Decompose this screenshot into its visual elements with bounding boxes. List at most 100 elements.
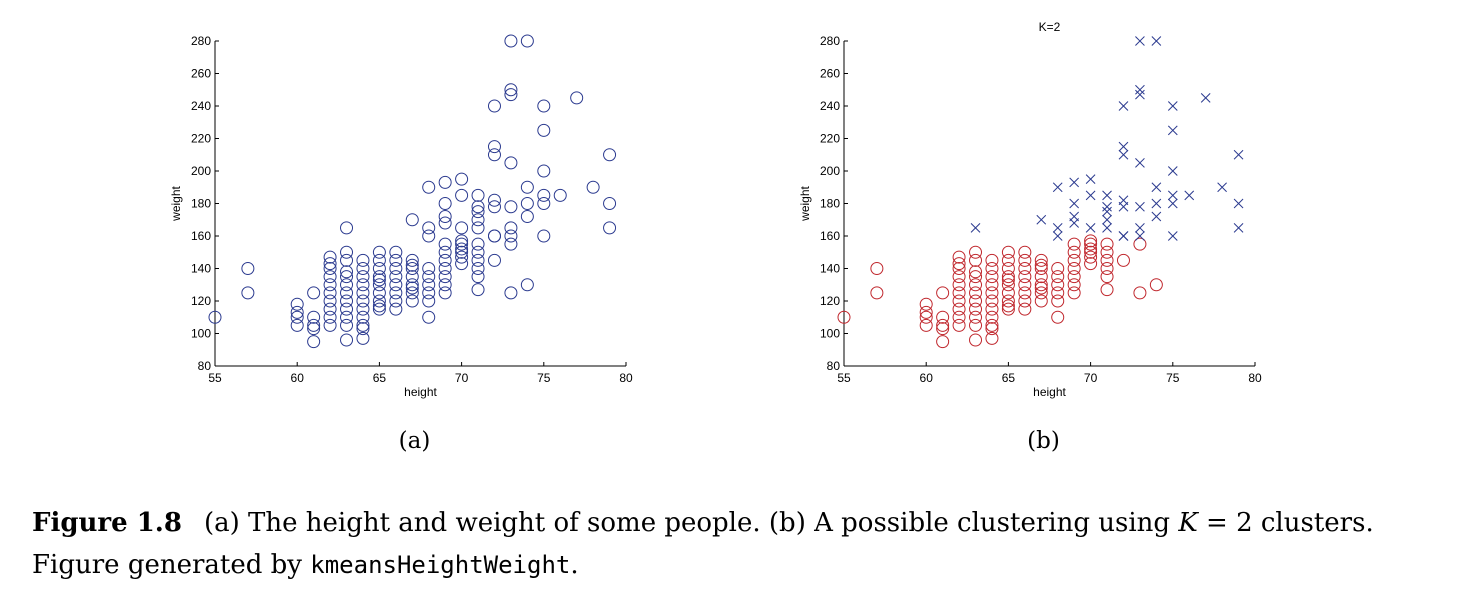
data-point-circle (537, 164, 551, 178)
y-tick-label: 140 (191, 262, 211, 276)
panel-b: 55 60 65 70 75 80 80 100 120 140 160 180 200 220 240 26… (798, 20, 1262, 454)
data-point-circle (389, 270, 403, 284)
data-point-circle (1084, 234, 1098, 248)
x-tick-label: 80 (1248, 371, 1262, 385)
data-point-circle (504, 83, 518, 97)
data-point-x-stroke (1167, 231, 1178, 241)
data-point-circle (1067, 278, 1081, 292)
data-point-circle (537, 188, 551, 202)
data-point-circle (438, 237, 452, 251)
data-point-x (1069, 198, 1080, 209)
data-point-circle (323, 302, 337, 316)
y-tick-label: 180 (820, 197, 840, 211)
data-point-circle (936, 322, 950, 336)
data-point-circle (1051, 294, 1065, 308)
data-point-circle (307, 286, 321, 300)
x-tick-label: 60 (920, 371, 934, 385)
data-point-circle (471, 205, 485, 219)
data-point-circle (438, 253, 452, 267)
data-point-x (1233, 198, 1244, 209)
data-point-x (1118, 231, 1129, 241)
data-point-circle (537, 123, 551, 137)
data-point-x (1102, 190, 1112, 201)
data-point-circle (1051, 278, 1065, 292)
data-point-circle (1084, 257, 1098, 271)
data-point-circle (570, 91, 584, 105)
data-point-circle (455, 234, 469, 248)
data-point-circle (471, 200, 485, 214)
y-axis-label: weight (169, 185, 183, 221)
data-point-x (1135, 201, 1145, 212)
data-point-x (1233, 223, 1244, 233)
data-point-x (1118, 101, 1129, 111)
data-point-circle (340, 221, 354, 235)
x-tick-label: 70 (455, 371, 469, 385)
data-point-circle (1084, 245, 1098, 259)
data-point-circle (405, 278, 419, 292)
data-point-x-stroke (1135, 89, 1145, 100)
data-point-circle (1051, 310, 1065, 324)
data-point-circle (969, 318, 983, 332)
data-point-circle (471, 221, 485, 235)
y-tick-label: 220 (820, 132, 840, 146)
data-point-circle (487, 193, 501, 207)
x-tick-label: 65 (373, 371, 387, 385)
data-point-x-stroke (1184, 190, 1195, 201)
data-point-x-stroke (1233, 223, 1244, 233)
data-point-circle (323, 250, 337, 264)
data-point-circle (340, 302, 354, 316)
data-point-x-stroke (1118, 201, 1129, 212)
data-point-circle (422, 270, 436, 284)
data-point-circle (290, 297, 304, 311)
data-point-circle (307, 318, 321, 332)
data-point-x-stroke (1118, 101, 1129, 111)
y-tick-label: 260 (820, 67, 840, 81)
data-point-circle (422, 229, 436, 243)
data-point-circle (455, 257, 469, 271)
data-point-circle (1034, 286, 1048, 300)
data-point-circle (504, 200, 518, 214)
data-point-circle (969, 302, 983, 316)
data-point-x-stroke (1135, 223, 1145, 233)
y-tick-label: 160 (191, 229, 211, 243)
x-tick-label: 70 (1084, 371, 1098, 385)
data-point-circle (1100, 237, 1114, 251)
data-point-circle (952, 286, 966, 300)
data-point-circle (389, 302, 403, 316)
data-point-x (1184, 190, 1195, 201)
data-point-circle (936, 310, 950, 324)
y-tick-label: 200 (820, 164, 840, 178)
data-point-circle (969, 310, 983, 324)
data-point-circle (372, 273, 386, 287)
data-point-circle (422, 286, 436, 300)
data-point-circle (1133, 237, 1147, 251)
data-point-x-stroke (1102, 214, 1112, 225)
y-tick-label: 200 (191, 164, 211, 178)
data-point-circle (952, 257, 966, 271)
data-point-circle (340, 310, 354, 324)
data-point-circle (323, 318, 337, 332)
data-point-circle (504, 88, 518, 102)
data-point-circle (389, 278, 403, 292)
data-point-circle (1133, 286, 1147, 300)
data-point-x (1085, 174, 1096, 184)
data-point-circle (603, 197, 617, 210)
data-point-circle (985, 262, 999, 275)
data-point-circle (1018, 278, 1032, 292)
data-point-circle (471, 283, 485, 297)
y-axis-label: weight (798, 185, 812, 221)
data-point-x-stroke (1135, 231, 1145, 241)
x-tick-label: 55 (208, 371, 222, 385)
data-point-x (1052, 223, 1063, 233)
data-point-x (1036, 214, 1047, 225)
data-point-circle (455, 242, 469, 256)
data-point-x-stroke (1151, 211, 1162, 222)
y-tick-label: 260 (191, 67, 211, 81)
panel-a: 55 60 65 70 75 80 80 100 120 140 160 180 200 220 240 26… (169, 34, 633, 454)
data-point-circle (1100, 262, 1114, 275)
data-point-circle (504, 156, 518, 170)
caption-text-a: (a) The height and weight of some people… (203, 508, 1179, 538)
data-point-x (1135, 89, 1145, 100)
data-point-circle (1034, 262, 1048, 275)
data-point-circle (520, 197, 534, 210)
